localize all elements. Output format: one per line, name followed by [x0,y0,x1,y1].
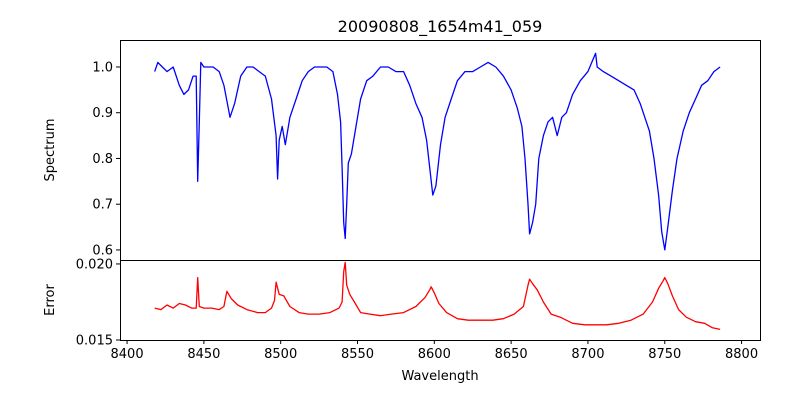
y-tick-label: 0.7 [92,198,113,213]
y-tick-label: 0.020 [76,257,113,272]
error-line [154,261,721,331]
x-tick-label: 8700 [571,347,604,362]
chart-title: 20090808_1654m41_059 [338,17,543,37]
y-axis-label-spectrum: Spectrum [43,119,58,182]
y-tick-label: 0.6 [92,243,113,258]
x-tick-label: 8600 [418,347,451,362]
y-tick-label: 0.9 [92,106,113,121]
x-tick-label: 8500 [264,347,297,362]
y-axis-label-error: Error [43,284,58,316]
x-tick-label: 8400 [111,347,144,362]
x-tick-label: 8450 [187,347,220,362]
y-tick-label: 0.8 [92,152,113,167]
spectrum-line [154,52,721,251]
y-tick-label: 0.015 [76,334,113,349]
x-tick-label: 8800 [725,347,758,362]
error-axes-frame [120,260,761,341]
x-tick-label: 8750 [648,347,681,362]
x-axis-label: Wavelength [401,369,478,384]
x-tick-label: 8650 [495,347,528,362]
y-tick-label: 1.0 [92,60,113,75]
x-tick-label: 8550 [341,347,374,362]
